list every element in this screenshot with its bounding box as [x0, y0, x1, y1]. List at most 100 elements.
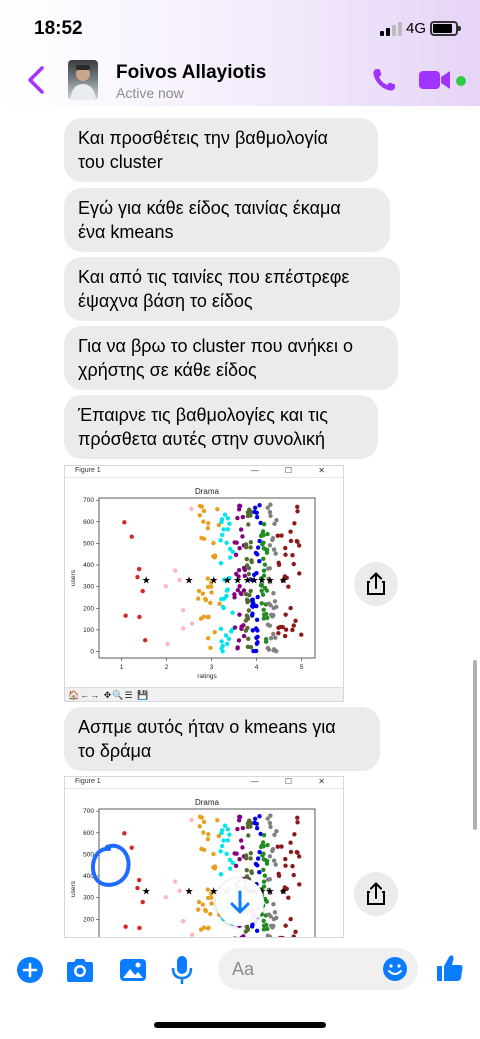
data-point [227, 832, 232, 837]
avatar[interactable] [68, 60, 98, 100]
data-point [208, 584, 214, 589]
data-point [266, 887, 271, 892]
data-point [248, 588, 253, 594]
share-button[interactable] [354, 562, 398, 606]
data-point [284, 575, 289, 581]
microphone-icon[interactable] [170, 954, 194, 986]
data-point [189, 621, 195, 626]
data-point [122, 520, 127, 525]
data-point [215, 506, 220, 512]
data-point [264, 588, 270, 593]
data-point [290, 553, 295, 558]
data-point [219, 828, 225, 833]
message-bubble[interactable]: Έπαιρνε τις βαθμολογίες και τις πρόσθετα… [64, 395, 378, 459]
network-type: 4G [406, 20, 427, 37]
message-bubble[interactable]: Και από τις ταινίες που επέστρεφε έψαχνα… [64, 257, 400, 321]
data-point [225, 587, 230, 592]
data-point [275, 844, 281, 849]
handwritten-circle-annotation [90, 843, 131, 887]
data-point [248, 540, 254, 545]
data-point [245, 599, 250, 605]
data-point [261, 522, 267, 527]
battery-icon [430, 21, 461, 36]
data-point [237, 612, 242, 617]
centroid-star: ★ [279, 887, 288, 898]
data-point [227, 575, 232, 581]
message-composer[interactable] [218, 948, 418, 990]
composer-bar [0, 938, 480, 1039]
message-bubble[interactable]: Εγώ για κάθε είδος ταινίας έκαμα ένα kme… [64, 188, 390, 252]
data-point [265, 645, 271, 651]
data-point [250, 922, 255, 927]
x-tick-label: 1 [120, 664, 124, 671]
data-point [180, 919, 186, 924]
data-point [200, 902, 206, 907]
data-point [189, 506, 194, 512]
emoji-icon[interactable] [382, 956, 408, 982]
scroll-to-bottom-button[interactable] [216, 878, 264, 926]
data-point [264, 922, 269, 928]
data-point [208, 600, 213, 606]
phone-call-icon[interactable] [370, 66, 398, 94]
data-point [265, 531, 270, 537]
data-point [235, 645, 240, 650]
back-chevron-icon[interactable] [22, 62, 52, 98]
data-point [291, 872, 296, 878]
data-point [243, 856, 249, 861]
message-bubble[interactable]: Για να βρω το cluster που ανήκει ο χρήστ… [64, 326, 398, 390]
data-point [292, 832, 297, 837]
message-bubble[interactable]: Και προσθέτεις την βαθμολογία του cluste… [64, 118, 378, 182]
data-point [265, 842, 270, 848]
data-point [247, 507, 252, 512]
centroid-star: ★ [185, 887, 194, 898]
y-tick-label: 300 [83, 584, 94, 591]
data-point [223, 633, 229, 638]
data-point [277, 936, 280, 937]
message-bubble[interactable]: Ασπμε αυτός ήταν ο kmeans για το δράμα [64, 707, 380, 771]
data-point [261, 927, 267, 932]
data-point [261, 884, 267, 889]
message-input[interactable] [232, 954, 382, 984]
figure-image-1[interactable]: Figure 1 — ☐ ✕ Drama 1 2 3 4 5 0 100 200 300 400 50… [64, 465, 344, 702]
data-point [235, 587, 241, 593]
data-point [288, 840, 293, 845]
data-point [272, 521, 277, 526]
data-point [203, 907, 208, 913]
data-point [221, 527, 226, 532]
data-point [227, 866, 233, 871]
data-point [265, 816, 270, 821]
data-point [236, 507, 242, 512]
chat-header: Foivos Allayiotis Active now [0, 54, 480, 106]
data-point [243, 929, 249, 934]
share-button[interactable] [354, 872, 398, 916]
scrollbar[interactable] [473, 660, 477, 830]
data-point [276, 625, 281, 630]
centroid-star: ★ [266, 887, 275, 898]
x-tick-label: 2 [165, 664, 169, 671]
data-point [273, 551, 278, 556]
centroid-star: ★ [233, 576, 242, 587]
data-point [201, 819, 207, 825]
thumbs-up-icon[interactable] [434, 952, 466, 984]
camera-icon[interactable] [64, 956, 96, 984]
data-point [255, 594, 260, 600]
figure-image-2[interactable]: Figure 1 — ☐ ✕ Drama12345010020030040050… [64, 776, 344, 938]
data-point [233, 936, 237, 937]
data-point [273, 635, 278, 640]
figure-window-bar: Figure 1 — ☐ ✕ [65, 777, 343, 789]
gallery-icon[interactable] [118, 956, 148, 984]
data-point [218, 872, 224, 877]
y-tick-label: 600 [83, 519, 94, 526]
data-point [212, 866, 218, 871]
plus-icon[interactable] [16, 956, 44, 984]
data-point [227, 546, 233, 552]
data-point [272, 910, 278, 915]
data-point [236, 567, 242, 573]
centroid-star: ★ [209, 887, 218, 898]
video-call-icon[interactable] [418, 68, 452, 92]
arrow-down-icon [230, 890, 250, 914]
scatter-plot: Drama123450100200300400500600700ratingsu… [70, 798, 316, 937]
contact-name[interactable]: Foivos Allayiotis [116, 62, 267, 83]
data-point [246, 571, 252, 577]
